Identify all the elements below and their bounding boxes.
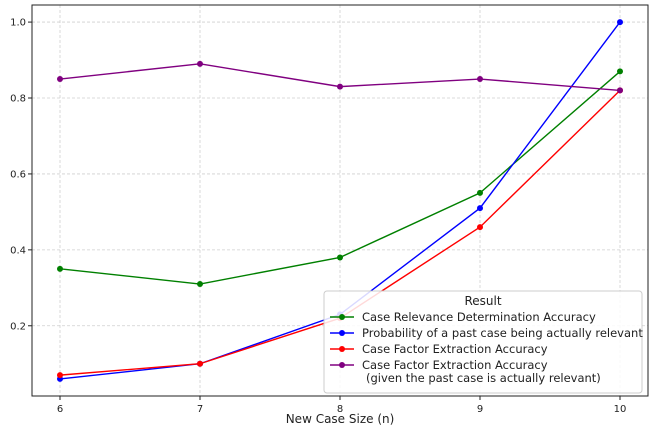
y-tick-label: 1.0 [10, 18, 26, 29]
data-point [477, 205, 483, 212]
x-tick-label: 10 [614, 404, 627, 415]
legend: Result Case Relevance Determination Accur… [323, 290, 643, 394]
legend-swatch-marker [339, 362, 345, 368]
legend-title: Result [464, 294, 501, 308]
data-point [197, 60, 203, 67]
data-point [477, 224, 483, 231]
legend-box [323, 290, 643, 394]
legend-item: Case Relevance Determination Accuracy [330, 310, 596, 324]
x-tick-label: 7 [197, 404, 203, 415]
x-tick-label: 9 [477, 404, 483, 415]
legend-swatch-marker [339, 314, 345, 320]
plot-frame [31, 4, 649, 397]
data-point [337, 83, 343, 90]
y-tick-label: 0.4 [10, 245, 26, 256]
legend-label: Case Relevance Determination Accuracy [362, 310, 596, 324]
legend-label: Case Factor Extraction Accuracy [362, 342, 548, 356]
legend-swatch-marker [339, 346, 345, 352]
legend-label: Case Factor Extraction Accuracy [362, 358, 548, 372]
data-point [57, 372, 63, 379]
data-point [197, 360, 203, 367]
y-tick-label: 0.6 [10, 169, 26, 180]
data-point [477, 189, 483, 196]
data-point [477, 76, 483, 83]
legend-swatch-marker [339, 330, 345, 336]
y-tick-label: 0.8 [10, 94, 26, 105]
series-0 [57, 68, 623, 288]
legend-item: Case Factor Extraction Accuracy [330, 342, 548, 356]
data-point [617, 87, 623, 94]
data-point [197, 281, 203, 288]
legend-label: Probability of a past case being actuall… [362, 326, 643, 340]
series-3 [57, 60, 623, 94]
data-point [617, 19, 623, 26]
data-point [57, 76, 63, 83]
legend-label: (given the past case is actually relevan… [366, 371, 601, 385]
x-axis-label: New Case Size (n) [286, 412, 395, 426]
data-point [617, 68, 623, 75]
legend-item: Probability of a past case being actuall… [330, 326, 643, 340]
data-point [57, 265, 63, 272]
x-tick-label: 6 [57, 404, 63, 415]
y-tick-label: 0.2 [10, 321, 26, 332]
axes: 6 7 8 9 10 0.2 0.4 0.6 0.8 1.0 [10, 4, 649, 415]
x-tick-label: 8 [337, 404, 343, 415]
data-point [337, 254, 343, 261]
legend-item: Case Factor Extraction Accuracy(given th… [330, 358, 601, 385]
